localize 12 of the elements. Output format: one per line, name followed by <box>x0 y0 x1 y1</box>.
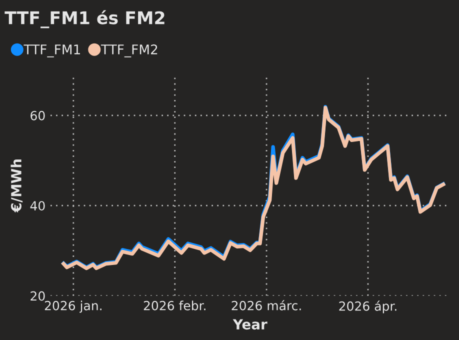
y-tick-label: 60 <box>30 110 45 120</box>
y-tick-label: 40 <box>30 201 45 211</box>
y-tick-label: 20 <box>30 291 45 301</box>
legend-label: TTF_FM2 <box>100 44 158 58</box>
x-axis-title: Year <box>232 319 268 330</box>
chart-title: TTF_FM1 és FM2 <box>4 10 164 28</box>
legend-label: TTF_FM1 <box>24 44 80 58</box>
x-tick-label: 2026 márc. <box>232 300 301 310</box>
x-tick-label: 2026 febr. <box>144 300 206 310</box>
x-tick-label: 2026 ápr. <box>339 300 396 314</box>
x-tick-label: 2026 jan. <box>44 300 102 313</box>
y-axis-title: €/MWh <box>10 160 23 212</box>
